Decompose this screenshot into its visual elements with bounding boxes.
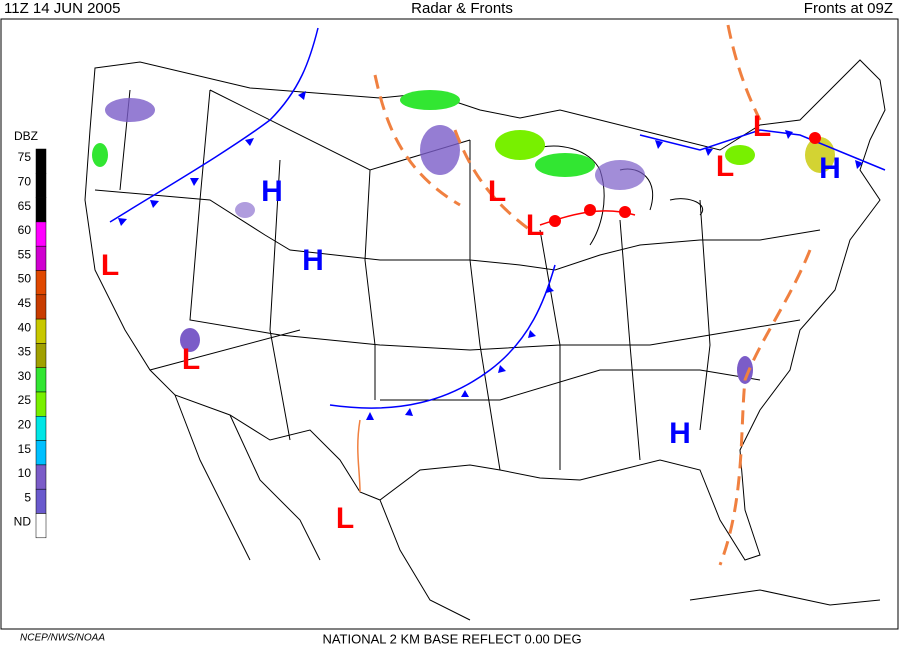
trough [718,249,812,566]
radar-echo [725,145,755,165]
trough [453,129,531,232]
legend-label: 30 [18,369,32,383]
map-frame [0,18,899,630]
legend-label: 45 [18,296,32,310]
legend-label: 55 [18,247,32,261]
legend-label: 75 [18,150,32,164]
state-lines [94,89,821,471]
trough [726,24,762,121]
legend-label: 15 [18,442,32,456]
high-center: H [669,417,691,450]
dry-line [357,419,361,493]
legend-swatch [35,367,47,393]
radar-echo [180,328,200,352]
high-center: H [819,152,841,185]
us-outline [84,59,886,561]
legend-swatch [35,440,47,466]
warm-front-symbols [549,132,821,227]
radar-echo [105,98,155,122]
legend-label: 35 [18,345,32,359]
legend-label: 70 [18,174,32,188]
legend-swatch [35,148,47,174]
header-title: Radar & Fronts [411,0,513,17]
cold-front [639,129,886,171]
legend-swatch [35,464,47,490]
high-center: H [261,175,283,208]
low-center: L [101,249,119,282]
radar-echo [495,130,545,160]
legend-swatch [35,221,47,247]
fronts [109,24,886,566]
cold-front [109,27,319,223]
legend-label: 25 [18,393,32,407]
legend-swatch [35,173,47,198]
legend-swatch [35,197,47,223]
footer-credit: NCEP/NWS/NOAA [20,633,105,644]
legend-label: 20 [18,417,32,431]
legend-swatch [35,343,47,368]
legend-swatch [35,318,47,344]
footer-product: NATIONAL 2 KM BASE REFLECT 0.00 DEG [322,631,581,646]
legend-label: 50 [18,272,32,286]
legend-label: 65 [18,199,32,213]
low-center: L [488,175,506,208]
header-fronts: Fronts at 09Z [804,0,893,17]
radar-echo [235,202,255,218]
radar-echo [400,90,460,110]
low-center: L [716,150,734,183]
legend-title: DBZ [14,129,38,143]
legend-label: 40 [18,320,32,334]
low-center: L [526,209,544,242]
radar-echo [595,160,645,190]
legend-swatch [35,294,47,320]
legend-label: 10 [18,466,32,480]
pressure-centers: H H H H L L L L L L L [101,110,841,535]
header-time: 11Z 14 JUN 2005 [4,0,120,17]
trough [373,74,461,207]
high-center: H [302,244,324,277]
radar-echo [737,356,753,384]
legend-swatch [35,245,47,271]
legend-label: 60 [18,223,32,237]
legend-swatch [35,391,47,417]
legend-swatch [35,270,47,296]
legend-swatch [35,513,47,539]
mexico-coast [174,394,881,621]
legend-swatch [35,416,47,441]
radar-echo [535,153,595,177]
cold-front [329,264,556,409]
legend-swatch [35,488,47,514]
low-center: L [336,502,354,535]
low-center: L [753,110,771,143]
legend-label: 5 [24,490,31,504]
radar-echo [92,143,108,167]
radar-echoes [92,90,835,384]
low-center: L [182,343,200,376]
legend: DBZ 75 70 65 60 55 50 45 40 35 30 25 20 15 10 5 ND [3,129,48,545]
legend-label: ND [14,515,32,529]
radar-echo [420,125,460,175]
